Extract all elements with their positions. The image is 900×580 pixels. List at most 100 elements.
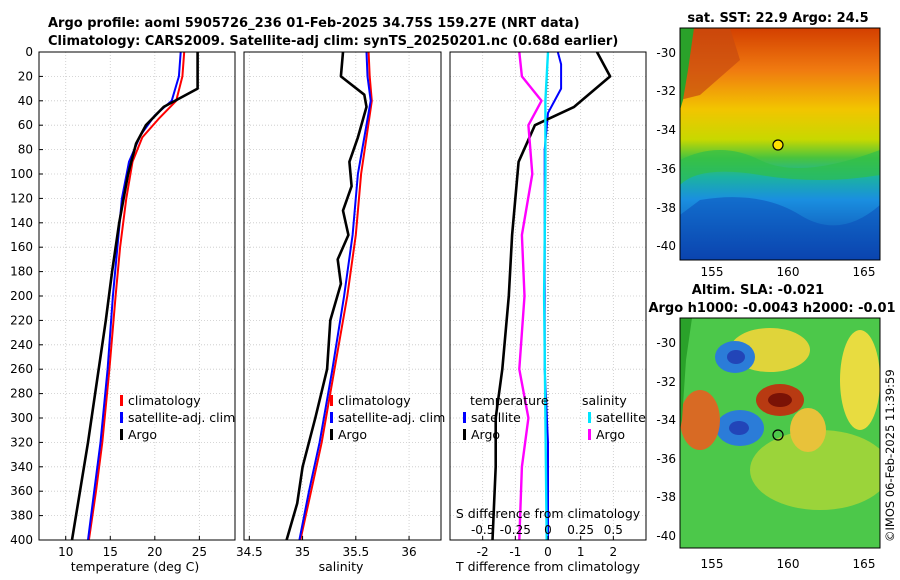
legend-satellite: satellite-adj. clim	[128, 410, 235, 425]
salinity-panel: 34.5 35 35.5 36 salinity climatology satell…	[236, 51, 445, 574]
depth-tick-label: 40	[18, 94, 33, 108]
sla-ytick: -38	[656, 490, 676, 504]
depth-tick-label: 180	[10, 265, 33, 279]
sla-map: Altim. SLA: -0.021 Argo h1000: -0.0043 h…	[648, 283, 895, 571]
sst-field	[680, 28, 880, 260]
x-tick-label: 35	[295, 545, 310, 559]
legend-argo: Argo	[128, 427, 157, 442]
temperature-lines	[70, 52, 199, 540]
header-line-2: Climatology: CARS2009. Satellite-adj cli…	[48, 34, 618, 49]
temperature-xlabel: temperature (deg C)	[71, 559, 200, 574]
sla-ytick: -30	[656, 336, 676, 350]
salinity-xlabel: salinity	[319, 559, 364, 574]
depth-tick-label: 120	[10, 191, 33, 205]
difference-legend: temperature satellite Argo salinity sate…	[463, 393, 646, 442]
series-argo	[70, 52, 199, 540]
temperature-grid	[39, 51, 235, 541]
salinity-tick-labels: 34.5 35 35.5 36	[236, 536, 417, 559]
sst-ytick: -38	[656, 201, 676, 215]
salinity-axes-box	[243, 51, 442, 541]
s-diff-tick-label: 0.25	[567, 523, 594, 537]
s-diff-tick-label: 0	[544, 523, 552, 537]
legend-marker-s-argo	[588, 429, 591, 440]
sst-map-title: sat. SST: 22.9 Argo: 24.5	[687, 11, 868, 26]
sst-map-frame	[679, 27, 881, 261]
sla-ytick: -40	[656, 529, 676, 543]
sst-xtick: 165	[853, 265, 876, 279]
salinity-legend: climatology satellite-adj. clim Argo	[330, 393, 445, 442]
x-tick-label: 20	[147, 545, 162, 559]
x-tick-label: 15	[103, 545, 118, 559]
x-tick-label: 34.5	[236, 545, 263, 559]
sla-xtick: 160	[777, 557, 800, 571]
series-climatology	[87, 52, 186, 540]
sla-field	[680, 318, 880, 548]
depth-tick-label: 200	[10, 289, 33, 303]
x-tick-label: 10	[58, 545, 73, 559]
temperature-legend: climatology satellite-adj. clim Argo	[120, 393, 235, 442]
depth-tick-label: 240	[10, 338, 33, 352]
x-tick-label: 1	[577, 545, 585, 559]
legend-argo: Argo	[338, 427, 367, 442]
sla-map-frame	[679, 317, 881, 549]
depth-tick-label: 140	[10, 216, 33, 230]
difference-panel: -2 -1 0 1 2 -0.5 -0.25 0 0.25 0.5 S difference f…	[449, 51, 647, 574]
legend-climatology: climatology	[128, 393, 201, 408]
header-line-1: Argo profile: aoml 5905726_236 01-Feb-20…	[48, 16, 580, 31]
x-tick-label: 35.5	[342, 545, 369, 559]
x-tick-label: 2	[610, 545, 618, 559]
sla-ytick: -34	[656, 413, 676, 427]
sla-xtick: 165	[853, 557, 876, 571]
legend-marker-satellite	[120, 412, 123, 423]
depth-tick-label: 160	[10, 240, 33, 254]
legend-salinity-title: salinity	[582, 393, 627, 408]
legend-t-argo: Argo	[471, 427, 500, 442]
depth-tick-label: 60	[18, 118, 33, 132]
depth-tick-label: 220	[10, 313, 33, 327]
depth-tick-label: 0	[25, 45, 33, 59]
t-difference-xlabel: T difference from climatology	[455, 559, 641, 574]
depth-tick-label: 360	[10, 484, 33, 498]
legend-satellite: satellite-adj. clim	[338, 410, 445, 425]
series-s-argo	[518, 52, 543, 540]
legend-marker-t-argo	[463, 429, 466, 440]
difference-grid	[450, 51, 646, 541]
depth-tick-label: 320	[10, 435, 33, 449]
sst-map: sat. SST: 22.9 Argo: 24.5 -30 -32 -34 -3…	[656, 11, 881, 279]
x-tick-label: 25	[192, 545, 207, 559]
depth-tick-label: 80	[18, 143, 33, 157]
sst-ytick: -32	[656, 84, 676, 98]
legend-t-satellite: satellite	[471, 410, 521, 425]
depth-tick-labels: 0 20 40 60 80 100 120 140 160 180 200 220 240 260 280 3…	[10, 45, 43, 547]
sst-xtick: 155	[701, 265, 724, 279]
depth-tick-label: 100	[10, 167, 33, 181]
x-tick-label: -2	[477, 545, 489, 559]
depth-tick-label: 340	[10, 460, 33, 474]
legend-temperature-title: temperature	[470, 393, 549, 408]
legend-marker-argo	[120, 429, 123, 440]
legend-marker-climatology	[330, 395, 333, 406]
series-climatology	[299, 52, 373, 540]
legend-marker-s-satellite	[588, 412, 591, 423]
difference-lines	[491, 52, 612, 540]
depth-tick-label: 300	[10, 411, 33, 425]
s-diff-tick-label: -0.5	[471, 523, 494, 537]
depth-tick-label: 280	[10, 387, 33, 401]
series-t-argo	[491, 52, 612, 540]
legend-s-argo: Argo	[596, 427, 625, 442]
series-s-satellite	[542, 52, 550, 540]
depth-tick-label: 400	[10, 533, 33, 547]
sla-xtick: 155	[701, 557, 724, 571]
argo-position-marker	[772, 429, 784, 441]
sst-ytick: -40	[656, 239, 676, 253]
temperature-panel: 0 20 40 60 80 100 120 140 160 180 200 220 240 260 280 3…	[10, 45, 236, 574]
timestamp: ©IMOS 06-Feb-2025 11:39:59	[883, 369, 897, 542]
salinity-lines	[285, 52, 373, 540]
s-difference-label: S difference from climatology	[456, 506, 641, 521]
salinity-grid	[244, 51, 441, 541]
sst-ytick: -34	[656, 123, 676, 137]
argo-position-marker	[772, 139, 784, 151]
sst-ytick: -36	[656, 162, 676, 176]
sla-ytick: -36	[656, 452, 676, 466]
